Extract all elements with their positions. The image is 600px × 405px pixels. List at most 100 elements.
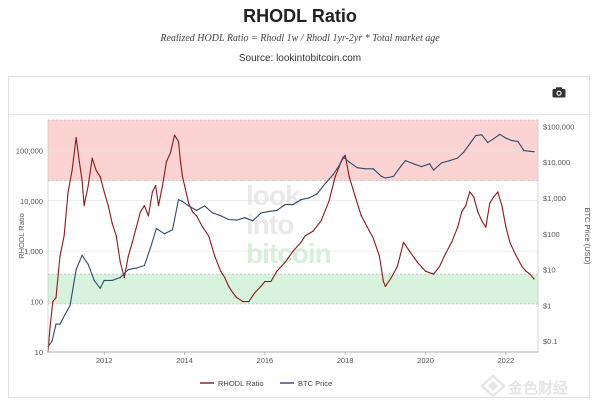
data-point xyxy=(179,160,182,163)
data-point xyxy=(354,196,356,198)
data-point xyxy=(384,177,386,179)
data-point xyxy=(356,167,358,169)
data-point xyxy=(338,165,340,167)
data-point xyxy=(390,276,392,279)
data-point xyxy=(169,152,172,154)
data-point xyxy=(236,297,238,299)
data-point xyxy=(378,255,380,257)
data-point xyxy=(501,205,503,207)
data-point xyxy=(332,173,334,176)
y-left-tick-label: 100 xyxy=(30,298,43,307)
data-point xyxy=(51,340,53,342)
data-point xyxy=(441,162,443,164)
data-point xyxy=(525,270,527,272)
data-point xyxy=(131,241,133,243)
data-point xyxy=(497,191,499,193)
data-point xyxy=(517,258,519,260)
data-point xyxy=(392,175,394,177)
data-point xyxy=(163,233,166,235)
data-point xyxy=(143,205,145,207)
data-point xyxy=(99,176,101,178)
data-point xyxy=(276,270,278,272)
data-point xyxy=(157,205,160,207)
data-point xyxy=(348,176,350,178)
data-point xyxy=(177,199,180,201)
y-right-axis-title: BTC Price (USD) xyxy=(583,207,592,265)
data-point xyxy=(511,140,513,142)
x-tick-label: 2022 xyxy=(498,356,515,365)
data-point xyxy=(408,250,411,252)
data-point xyxy=(469,191,471,193)
data-point xyxy=(81,180,83,182)
x-tick-label: 2016 xyxy=(257,356,274,365)
data-point xyxy=(465,205,467,207)
data-point xyxy=(155,185,157,187)
x-tick-label: 2014 xyxy=(176,356,193,365)
data-point xyxy=(400,165,402,167)
data-point xyxy=(292,204,294,206)
data-point xyxy=(214,255,216,257)
data-point xyxy=(184,185,186,187)
chart-subtitle: Realized HODL Ratio = Rhodl 1w / Rhodl 1… xyxy=(160,33,440,44)
data-point xyxy=(312,230,314,232)
camera-icon[interactable] xyxy=(552,87,566,98)
data-point xyxy=(254,292,256,294)
data-point xyxy=(320,220,322,222)
data-point xyxy=(292,250,294,252)
data-point xyxy=(228,285,230,287)
data-point xyxy=(127,269,129,271)
y-right-tick-label: $10,000 xyxy=(543,158,570,167)
data-point xyxy=(284,261,286,263)
data-point xyxy=(366,226,368,228)
data-point xyxy=(135,267,137,269)
data-point xyxy=(300,199,302,201)
data-point xyxy=(300,241,302,243)
data-point xyxy=(493,196,495,198)
data-point xyxy=(372,237,374,239)
x-tick-label: 2018 xyxy=(337,356,354,365)
data-point xyxy=(521,265,523,267)
x-tick-label: 2020 xyxy=(417,356,434,365)
data-point xyxy=(433,273,435,275)
data-point xyxy=(192,211,194,213)
data-point xyxy=(382,280,384,283)
data-point xyxy=(342,156,344,158)
data-point xyxy=(485,226,487,228)
y-left-tick-label: 10 xyxy=(35,348,43,357)
data-point xyxy=(224,276,226,279)
data-point xyxy=(93,279,95,281)
data-point xyxy=(242,301,244,303)
data-point xyxy=(181,176,184,178)
data-point xyxy=(78,160,80,163)
data-point xyxy=(523,150,525,152)
data-point xyxy=(149,247,151,249)
data-point xyxy=(204,205,206,207)
data-point xyxy=(284,204,286,206)
data-point xyxy=(87,185,89,187)
logo-mark xyxy=(481,375,505,397)
y-right-tick-label: $1 xyxy=(543,301,551,310)
data-point xyxy=(55,323,57,325)
data-point xyxy=(304,235,306,237)
y-left-axis-title: RHODL Ratio xyxy=(17,213,26,259)
series-layer xyxy=(47,133,535,353)
data-point xyxy=(461,211,463,213)
data-point xyxy=(119,276,121,279)
data-point xyxy=(469,143,471,145)
data-point xyxy=(513,250,515,252)
data-point xyxy=(493,138,495,140)
data-point xyxy=(360,215,362,217)
y-right-tick-label: $1,000 xyxy=(543,194,566,203)
data-point xyxy=(457,157,459,159)
data-point xyxy=(463,151,465,153)
data-point xyxy=(111,279,113,281)
data-point xyxy=(103,191,105,193)
data-point xyxy=(143,264,145,267)
y-right-tick-label: $100 xyxy=(543,230,560,239)
data-point xyxy=(228,218,230,221)
data-point xyxy=(220,215,222,217)
data-point xyxy=(75,136,77,139)
data-point xyxy=(87,263,89,265)
data-point xyxy=(139,211,141,213)
data-point xyxy=(232,292,234,294)
